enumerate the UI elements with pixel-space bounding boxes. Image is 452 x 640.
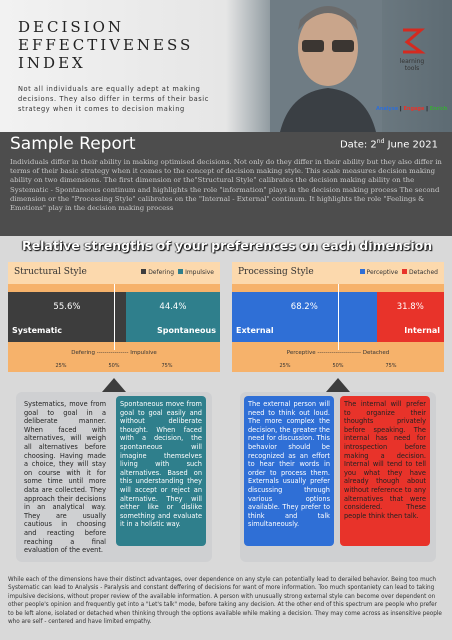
date: June 2021 [384,139,438,151]
description: The external person will need to think o… [248,400,330,529]
title-line: DECISION [18,18,125,36]
bar: 55.6% Systematic [8,292,126,342]
value-label: 44.4% [159,302,187,312]
pointer [102,378,126,392]
midpoint-line [338,284,339,350]
description-box: The external person will need to think o… [244,396,334,546]
description: Systematics, move from goal to goal in a… [24,400,106,555]
pointer-shape [102,378,126,392]
value-label: 31.8% [396,302,424,312]
panel-title-row: Processing Style Perceptive Detached [232,262,444,284]
dimension-panel: Processing Style Perceptive Detached 68.2% E… [232,262,444,372]
tick-label: 25% [279,363,291,369]
value-label: 68.2% [290,302,318,312]
legend-swatch [402,269,408,274]
section-heading: Relative strengths of your preferences o… [22,238,433,253]
pointer-shape [326,378,350,392]
logo-text: learning [399,58,425,65]
description-box: The internal will prefer to organize the… [340,396,430,546]
intro-band [0,132,452,236]
description-card: Systematics, move from goal to goal in a… [16,392,212,562]
footer: While each of the dimensions have their … [8,577,442,626]
tag: Analyse [376,106,399,112]
legend: Defering Impulsive [137,269,214,276]
description-box: Systematics, move from goal to goal in a… [20,396,110,554]
legend-swatch [359,269,365,274]
description: The internal will prefer to organize the… [344,400,426,520]
tick-label: 75% [385,363,397,369]
photo [270,0,382,132]
description: Spontaneous move from goal to goal easil… [120,400,202,529]
subtitle: Not all individuals are equally adept at… [18,85,209,113]
tick-label: 75% [161,363,173,369]
legend-label: Impulsive [185,269,214,276]
pointer [326,378,350,392]
scale-label: Defering ---------------- Impulsive [71,350,157,356]
panel-title-row: Structural Style Defering Impulsive [8,262,220,284]
date-sup: nd [376,138,385,145]
logo: learning tools [388,26,436,72]
tick-label: 25% [55,363,67,369]
description-card: The external person will need to think o… [240,392,436,562]
legend-label: Perceptive [366,269,399,276]
intro: Individuals differ in their ability in m… [10,158,442,213]
logo-mark [403,28,426,54]
scale-label: Perceptive ---------------------- Detach… [286,350,390,356]
header: DECISION EFFECTIVENESS INDEX Not all ind… [0,0,452,132]
legend: Perceptive Detached [356,269,438,276]
legend-swatch [178,269,184,274]
legend-label: Defering [148,269,175,276]
value-label: 55.6% [53,302,81,312]
bar: 68.2% External [232,292,377,342]
tags: Analyse | Engage | Enrich [376,106,448,112]
dimension-panel: Structural Style Defering Impulsive 55.6% Sy… [8,262,220,372]
tick-label: 50% [332,363,344,369]
midpoint-line [114,284,115,350]
tag: Enrich [429,106,448,112]
bar: 44.4% Spontaneous [125,292,220,342]
bar-name: Internal [404,326,440,335]
report-title: Sample Report [10,134,136,154]
legend-label: Detached [409,269,438,276]
title-line: INDEX [18,54,86,72]
bar-name: External [236,326,274,335]
report-date: Date: 2nd June 2021 [340,138,438,150]
bar-name: Spontaneous [157,326,216,335]
panel-title: Structural Style [14,267,87,277]
logo-text: tools [404,65,420,72]
panel-title: Processing Style [238,267,314,277]
bar-name: Systematic [12,326,63,335]
title-line: EFFECTIVENESS [18,36,194,54]
tick-label: 50% [108,363,120,369]
description-box: Spontaneous move from goal to goal easil… [116,396,206,546]
bar: 31.8% Internal [376,292,444,342]
legend-swatch [141,269,147,274]
date: Date: 2 [339,139,377,151]
tag: Engage [403,106,425,112]
